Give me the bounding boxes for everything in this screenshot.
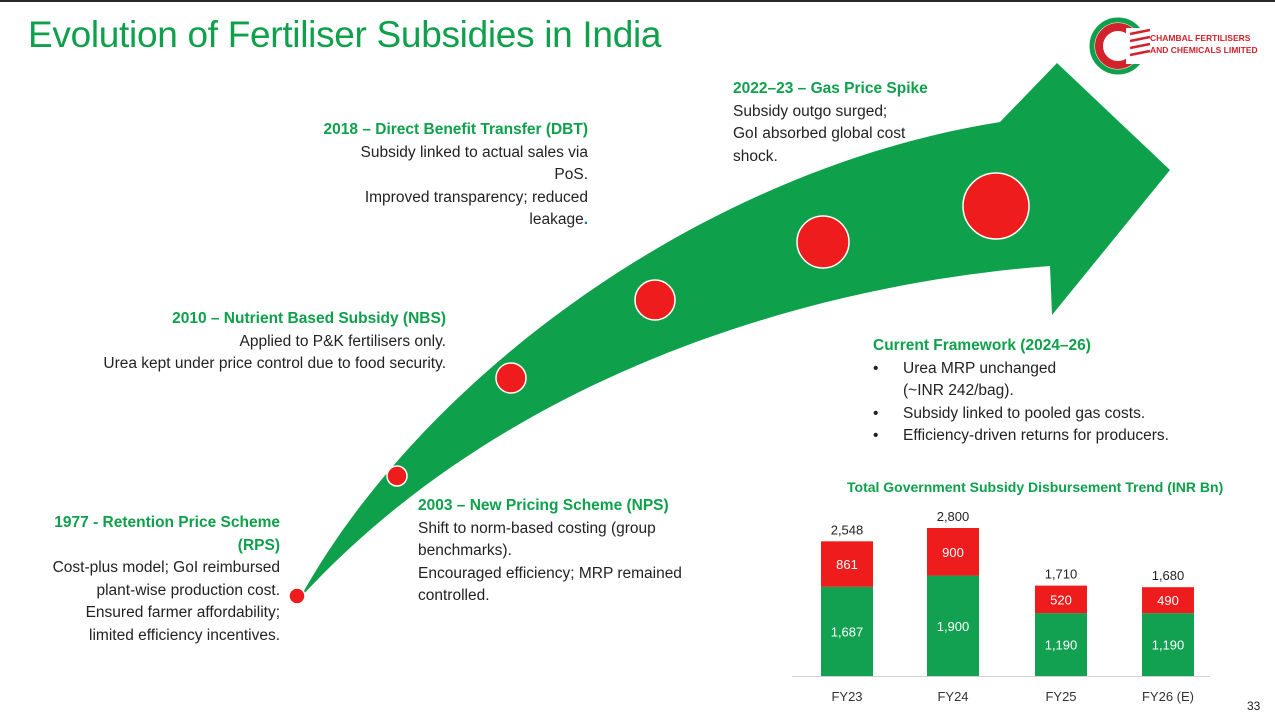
data-label: 1,687 xyxy=(831,624,864,639)
current-line: (~INR 242/bag). xyxy=(903,382,1014,399)
x-tick-label: FY23 xyxy=(831,689,862,704)
dbt-line: Improved transparency; reduced xyxy=(364,188,588,206)
rps-line: Ensured farmer affordability; xyxy=(85,604,280,621)
page-title: Evolution of Fertiliser Subsidies in Ind… xyxy=(28,14,662,55)
milestone-gas: 2022–23 – Gas Price Spike Subsidy outgo … xyxy=(733,78,973,168)
milestone-nbs: 2010 – Nutrient Based Subsidy (NBS) Appl… xyxy=(40,308,446,376)
x-tick-label: FY24 xyxy=(937,689,968,704)
gas-line: Subsidy outgo surged; xyxy=(733,102,888,120)
x-tick-label: FY26 (E) xyxy=(1142,689,1194,704)
dbt-line: PoS. xyxy=(554,166,588,183)
dbt-heading: 2018 – Direct Benefit Transfer (DBT) xyxy=(323,121,588,138)
nbs-line: Urea kept under price control due to foo… xyxy=(103,355,446,372)
current-bullet-item: • Urea MRP unchanged (~INR 242/bag). xyxy=(873,358,1233,403)
data-label: 1,190 xyxy=(1045,638,1078,653)
rps-line: plant-wise production cost. xyxy=(96,581,280,599)
nbs-heading: 2010 – Nutrient Based Subsidy (NBS) xyxy=(172,310,446,327)
milestone-dot-1977 xyxy=(288,587,306,605)
rps-line: limited efficiency incentives. xyxy=(89,626,280,644)
chart-title: Total Government Subsidy Disbursement Tr… xyxy=(847,479,1224,495)
nbs-line: Applied to P&K fertilisers only. xyxy=(239,332,446,350)
nps-heading: 2003 – New Pricing Scheme (NPS) xyxy=(418,497,669,514)
page-number: 33 xyxy=(1247,699,1261,713)
bar-segment xyxy=(821,586,873,676)
milestone-dot-2003 xyxy=(386,465,408,487)
current-heading: Current Framework (2024–26) xyxy=(873,337,1091,354)
bar-segment xyxy=(1142,613,1194,676)
nps-line: benchmarks). xyxy=(418,542,512,559)
bar-segment xyxy=(821,541,873,587)
bar-segment xyxy=(1035,585,1087,614)
milestone-dot-2022 xyxy=(796,215,850,269)
nps-line: Encouraged efficiency; MRP remained xyxy=(418,564,682,582)
total-label: 2,800 xyxy=(937,509,970,524)
bar-segment xyxy=(1035,613,1087,676)
milestone-rps: 1977 - Retention Price Scheme (RPS) Cost… xyxy=(20,512,280,647)
nps-line: Shift to norm-based costing (group xyxy=(418,519,656,537)
rps-heading-cont: (RPS) xyxy=(237,536,280,554)
bullet-icon: • xyxy=(873,359,879,377)
x-tick-label: FY25 xyxy=(1045,689,1076,704)
milestone-current: Current Framework (2024–26) • Urea MRP u… xyxy=(873,335,1233,448)
gas-heading: 2022–23 – Gas Price Spike xyxy=(733,80,928,97)
gas-line: GoI absorbed global cost xyxy=(733,125,906,142)
current-line: Efficiency-driven returns for producers. xyxy=(903,427,1169,444)
total-label: 2,548 xyxy=(831,522,864,537)
milestone-dot-2024 xyxy=(962,172,1030,240)
milestone-dot-2018 xyxy=(634,279,676,321)
data-label: 1,900 xyxy=(937,619,970,634)
data-label: 861 xyxy=(836,557,858,572)
bullet-icon: • xyxy=(873,427,879,444)
bar-segment xyxy=(927,575,979,676)
data-label: 520 xyxy=(1050,592,1072,607)
data-label: 1,190 xyxy=(1152,638,1185,653)
dbt-line-text: leakage xyxy=(529,211,584,228)
current-bullet-item: • Subsidy linked to pooled gas costs. xyxy=(873,403,1233,426)
rps-heading: 1977 - Retention Price Scheme xyxy=(54,514,280,531)
total-label: 1,710 xyxy=(1045,567,1078,582)
current-bullet-text: Urea MRP unchanged (~INR 242/bag). xyxy=(903,358,1056,403)
dbt-period: . xyxy=(583,211,588,228)
nps-line: controlled. xyxy=(418,587,490,604)
current-line: Urea MRP unchanged xyxy=(903,359,1057,377)
subsidy-bar-chart: 1,687 861 2,548 FY23 1,900 900 2,800 FY24 1,190 5… xyxy=(792,509,1210,704)
company-logo xyxy=(1089,17,1151,75)
milestone-dot-2010 xyxy=(495,362,527,394)
dbt-line: Subsidy linked to actual sales via xyxy=(360,143,588,161)
data-label: 490 xyxy=(1157,593,1179,608)
gas-line: shock. xyxy=(733,147,778,165)
bullet-icon: • xyxy=(873,404,879,422)
bar-segment xyxy=(1142,587,1194,614)
logo-text: CHAMBAL FERTILISERS AND CHEMICALS LIMITE… xyxy=(1150,32,1258,56)
current-bullet-item: • Efficiency-driven returns for producer… xyxy=(873,425,1233,448)
current-line: Subsidy linked to pooled gas costs. xyxy=(903,404,1146,422)
dbt-line: leakage. xyxy=(300,209,588,232)
logo-line-2: AND CHEMICALS LIMITED xyxy=(1150,45,1258,55)
top-rule xyxy=(0,0,1275,2)
total-label: 1,680 xyxy=(1152,568,1185,583)
logo-line-1: CHAMBAL FERTILISERS xyxy=(1150,33,1251,43)
arrow-body xyxy=(300,63,1170,598)
data-label: 900 xyxy=(942,545,964,560)
rps-line: Cost-plus model; GoI reimbursed xyxy=(52,559,280,576)
milestone-nps: 2003 – New Pricing Scheme (NPS) Shift to… xyxy=(418,495,738,608)
milestone-dbt: 2018 – Direct Benefit Transfer (DBT) Sub… xyxy=(300,119,588,232)
bar-segment xyxy=(927,528,979,576)
